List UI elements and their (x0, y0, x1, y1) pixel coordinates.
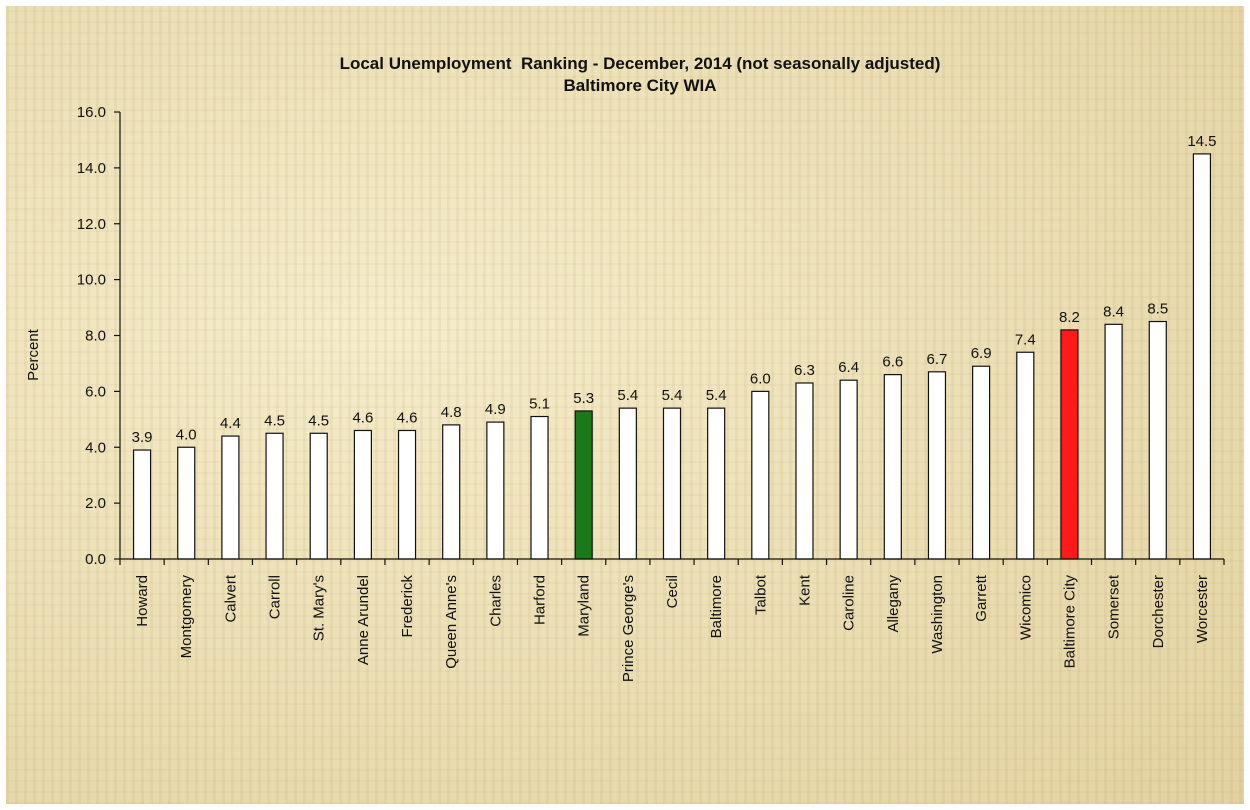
data-label: 5.1 (529, 396, 550, 413)
data-label: 4.9 (485, 401, 506, 418)
category-label: Maryland (576, 575, 593, 637)
bar-howard (132, 449, 152, 560)
data-label: 8.2 (1059, 309, 1080, 326)
category-label: Calvert (222, 574, 239, 622)
category-label: Prince George's (620, 575, 637, 682)
category-label: Garrett (973, 574, 990, 622)
category-label: Queen Anne's (443, 575, 460, 669)
chart-background: Local Unemployment Ranking - December, 2… (6, 6, 1244, 804)
data-label: 4.8 (441, 404, 462, 421)
category-label: Washington (929, 575, 946, 654)
category-label: Allegany (885, 575, 902, 633)
data-label: 14.5 (1187, 133, 1216, 150)
y-tick-label: 10.0 (77, 272, 106, 289)
bar-wicomico (1016, 351, 1035, 560)
y-tick-label: 6.0 (85, 383, 106, 400)
data-label: 4.0 (176, 426, 197, 443)
bar-chart: Local Unemployment Ranking - December, 2… (25, 54, 1225, 682)
data-labels-group: 3.9 4.0 4.4 4.5 4.5 4.6 4.6 4.8 4.9 5.1 5.3 5.4 5.4 5… (132, 133, 1217, 446)
category-label: Cecil (664, 575, 681, 608)
bar-montgomery (177, 446, 196, 560)
data-label: 6.4 (838, 359, 859, 376)
data-label: 7.4 (1015, 331, 1036, 348)
category-label: Charles (487, 575, 504, 627)
y-axis-title: Percent (25, 328, 42, 381)
y-tick-label: 8.0 (85, 328, 106, 345)
category-label: Carroll (267, 575, 284, 619)
category-label: Worcester (1194, 575, 1211, 643)
bar-frederick (397, 429, 417, 560)
y-tick-label: 14.0 (77, 160, 106, 177)
category-label: Anne Arundel (355, 575, 372, 665)
data-label: 5.4 (706, 387, 727, 404)
y-tick-label: 12.0 (77, 216, 106, 233)
bar-talbot (751, 390, 770, 560)
y-axis-ticks: 0.0 2.0 4.0 6.0 8.0 10.0 12.0 14.0 16.0 (77, 104, 120, 568)
chart-title: Local Unemployment Ranking - December, 2… (340, 54, 941, 73)
category-label: Somerset (1106, 574, 1123, 639)
bar-carroll (265, 432, 284, 560)
category-label: Dorchester (1150, 575, 1167, 648)
data-label: 6.3 (794, 362, 815, 379)
y-tick-label: 16.0 (77, 104, 106, 121)
bar-st-mary-s (309, 432, 328, 560)
data-label: 3.9 (132, 429, 153, 446)
y-tick-label: 4.0 (85, 439, 106, 456)
data-label: 4.4 (220, 415, 241, 432)
bar-charles (486, 421, 505, 560)
data-label: 8.5 (1147, 301, 1168, 318)
category-label: Montgomery (178, 575, 195, 659)
bar-caroline (839, 379, 858, 560)
category-labels-group: Howard Montgomery Calvert Carroll St. Mary's… (119, 559, 1225, 682)
data-label: 5.4 (617, 387, 638, 404)
bar-garrett (972, 365, 991, 560)
bar-washington (927, 371, 947, 560)
bar-prince-george-s (618, 407, 637, 560)
bar-calvert (221, 435, 240, 560)
data-label: 4.5 (264, 412, 285, 429)
category-label: Baltimore City (1061, 575, 1078, 669)
bar-harford (530, 415, 549, 560)
data-label: 5.3 (573, 390, 594, 407)
bar-baltimore (707, 407, 726, 560)
bar-somerset (1104, 323, 1123, 560)
data-label: 4.5 (308, 412, 329, 429)
y-tick-label: 2.0 (85, 495, 106, 512)
bar-maryland (574, 410, 593, 560)
data-label: 6.9 (971, 345, 992, 362)
bar-baltimore-city (1060, 329, 1079, 560)
bar-queen-anne-s (442, 424, 461, 560)
category-label: Baltimore (708, 575, 725, 638)
category-label: Howard (134, 575, 151, 627)
bars-group (132, 153, 1212, 560)
data-label: 6.6 (882, 354, 903, 371)
bar-cecil (662, 407, 682, 560)
category-label: St. Mary's (311, 575, 328, 641)
data-label: 5.4 (662, 387, 683, 404)
bar-worcester (1192, 153, 1212, 560)
data-label: 4.6 (352, 409, 373, 426)
bar-dorchester (1148, 320, 1167, 560)
data-label: 6.0 (750, 370, 771, 387)
category-label: Talbot (752, 574, 769, 615)
category-label: Harford (532, 575, 549, 625)
category-label: Frederick (399, 575, 416, 638)
chart-subtitle: Baltimore City WIA (563, 76, 716, 95)
bar-kent (795, 382, 814, 560)
data-label: 8.4 (1103, 303, 1124, 320)
data-label: 4.6 (397, 409, 418, 426)
category-label: Wicomico (1017, 575, 1034, 640)
bar-allegany (883, 374, 902, 560)
y-tick-label: 0.0 (85, 551, 106, 568)
category-label: Kent (796, 574, 813, 606)
data-label: 6.7 (927, 351, 948, 368)
bar-anne-arundel (353, 429, 372, 560)
category-label: Caroline (841, 575, 858, 631)
